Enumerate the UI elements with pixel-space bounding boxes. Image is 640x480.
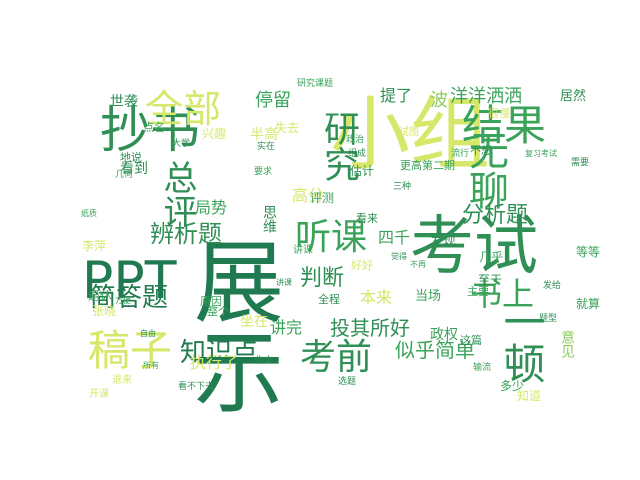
cloud-word: 世袭 <box>110 94 138 110</box>
cloud-word: 波 <box>430 90 448 111</box>
cloud-word: 提了 <box>380 86 413 105</box>
cloud-word: 考试 <box>410 210 538 284</box>
cloud-word: 复习考试 <box>525 149 557 158</box>
cloud-word: 小组 <box>330 88 490 181</box>
cloud-word: 当场 <box>415 289 442 304</box>
cloud-word: 开课 <box>89 389 109 400</box>
cloud-word: 点名 <box>143 121 165 134</box>
cloud-word: 更高第二期 <box>400 159 455 172</box>
cloud-word: 投其所好 <box>330 316 410 340</box>
cloud-word: 这篇 <box>460 334 482 347</box>
cloud-word: 所有 <box>143 361 159 370</box>
cloud-word: 似乎简单 <box>395 338 475 362</box>
cloud-word: 原因 <box>200 295 222 308</box>
cloud-word: 分析题 <box>462 203 529 228</box>
cloud-word: 全程 <box>318 293 340 306</box>
cloud-word: 整个 <box>207 305 229 318</box>
cloud-word: 居然 <box>560 89 587 104</box>
cloud-word: 等等 <box>576 245 601 259</box>
cloud-word: 看到 <box>120 161 148 177</box>
cloud-word: 估计 <box>350 164 375 178</box>
cloud-word: 兴趣 <box>202 127 227 141</box>
cloud-word: 知识点 <box>180 338 259 368</box>
cloud-word: 简答题 <box>90 283 169 313</box>
cloud-word: 考前 <box>300 337 373 378</box>
cloud-word: 方便 <box>115 296 131 305</box>
cloud-word: 意见 <box>559 330 575 358</box>
cloud-word: 三种 <box>393 182 412 192</box>
cloud-word: 总评 <box>157 160 197 228</box>
cloud-word: 判断 <box>300 266 345 291</box>
cloud-word: 讲完 <box>270 318 303 337</box>
cloud-word: 洋洋洒洒 <box>450 86 522 107</box>
cloud-word: 几何 <box>115 170 134 180</box>
cloud-word: 四千 <box>378 228 411 247</box>
cloud-word: 发给 <box>543 281 562 291</box>
cloud-word: 输流 <box>473 363 492 373</box>
cloud-word: 实在 <box>257 142 276 152</box>
cloud-word: 纸质 <box>81 209 97 218</box>
cloud-word: 思维 <box>261 205 277 233</box>
cloud-word: 好好 <box>351 259 373 272</box>
cloud-word: PPT <box>82 251 177 311</box>
cloud-word: 政治 <box>346 135 365 145</box>
cloud-word: 无聊 <box>462 130 508 210</box>
cloud-word: 主要 <box>467 285 489 298</box>
cloud-word: 自由 <box>140 329 156 338</box>
cloud-word: 退休 <box>88 289 113 303</box>
cloud-word: 看来 <box>356 212 378 225</box>
cloud-word: 展示 <box>178 235 283 415</box>
cloud-word: 失去 <box>275 121 300 135</box>
cloud-word: 几乎 <box>479 250 504 264</box>
cloud-word: 退来 <box>112 375 132 386</box>
cloud-word: 张晓 <box>92 304 117 318</box>
cloud-word: 作文 <box>255 356 274 366</box>
cloud-word: 研究课题 <box>297 79 334 89</box>
cloud-word: 全部 <box>145 87 222 131</box>
cloud-word: 研究 <box>318 110 359 182</box>
cloud-word: 不想 <box>470 144 492 157</box>
cloud-word: 大学 <box>172 139 191 149</box>
cloud-word: 选题 <box>338 377 357 387</box>
cloud-word: 要求 <box>254 167 273 177</box>
cloud-word: 看不下去 <box>178 382 215 392</box>
cloud-word: 发现 <box>430 234 457 249</box>
cloud-word: 坐在 <box>240 314 268 330</box>
cloud-word: 组成 <box>348 149 367 159</box>
cloud-word: 地说 <box>120 151 142 164</box>
cloud-word: 流行 <box>451 149 470 159</box>
cloud-word: 书上 <box>470 275 535 313</box>
cloud-word: 需要 <box>571 158 590 168</box>
cloud-word: 抄书 <box>100 101 200 159</box>
cloud-word: 听课 <box>295 217 368 258</box>
cloud-word: 讲课 <box>293 245 313 256</box>
cloud-word: 结果 <box>462 101 547 150</box>
cloud-word: 试图 <box>399 127 419 138</box>
cloud-word: 知道 <box>517 389 542 403</box>
cloud-word: 执行了 <box>190 353 239 372</box>
cloud-word: 题型 <box>539 314 558 324</box>
cloud-word: 李萍 <box>82 239 107 253</box>
cloud-word: 半高 <box>250 127 278 143</box>
cloud-word: 局势 <box>195 198 228 217</box>
cloud-word: 讲课 <box>276 278 292 287</box>
cloud-word: 评测 <box>310 191 335 205</box>
cloud-word: 本来 <box>360 288 393 307</box>
cloud-word: 辨析题 <box>150 220 222 248</box>
cloud-word: 就算 <box>576 297 601 311</box>
cloud-word: 高分 <box>292 186 325 205</box>
cloud-word: 多少 <box>500 379 525 393</box>
cloud-word: 政权 <box>430 327 458 343</box>
cloud-word: 停留 <box>255 90 291 111</box>
cloud-word: 很慢 <box>488 107 510 120</box>
cloud-word: 不再 <box>410 260 426 269</box>
cloud-word: 一顿 <box>497 300 546 384</box>
cloud-word: 至于 <box>478 273 503 287</box>
cloud-word: 稿子 <box>88 326 173 375</box>
cloud-word: 觉得 <box>391 252 407 261</box>
